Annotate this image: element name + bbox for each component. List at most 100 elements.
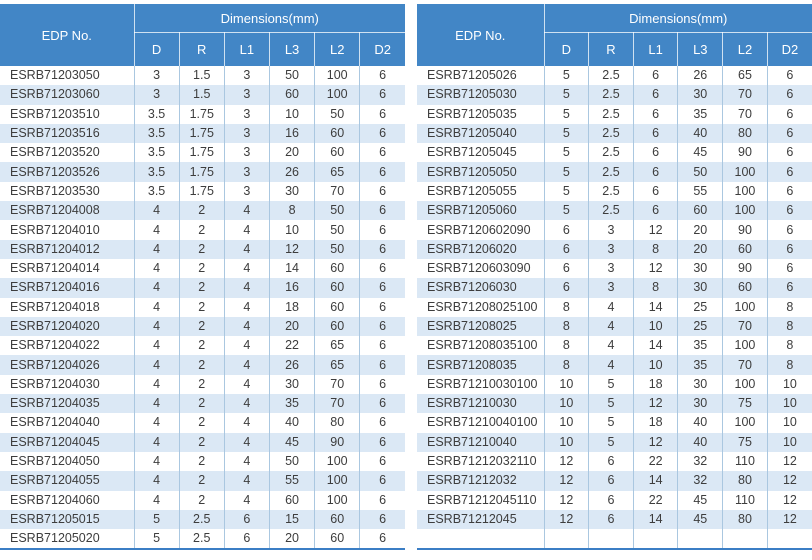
dim-cell: 90: [314, 432, 361, 452]
edp-cell: ESRB71208035: [417, 355, 545, 375]
table-body: ESRB71203050 3 1.5 3 50 100 6 ESRB71203060 3 1.5 3…: [0, 66, 405, 550]
dim-cell: 6: [379, 319, 387, 333]
dim-cell: 6: [224, 529, 270, 550]
dim-cell: 6: [379, 68, 387, 83]
dim-cell: 10: [633, 355, 679, 375]
dim-cell: 5: [134, 529, 180, 550]
edp-cell: ESRB71205050: [417, 162, 545, 182]
table-row: ESRB71204010 4 2 4 10 50 6: [0, 220, 405, 240]
dim-cell: 3: [588, 258, 634, 279]
dim-cell: 65: [314, 355, 361, 375]
dim-cell: 4: [134, 413, 180, 433]
dim-cell: 70: [722, 104, 768, 124]
dim-cell: 10: [544, 374, 590, 395]
dim-cell: 60: [314, 258, 361, 279]
dim-cell: 6: [588, 509, 634, 530]
spec-table-right: EDP No. Dimensions(mm) D R L1 L3 L2 D2 E…: [417, 4, 812, 551]
edp-cell: ESRB71205055: [417, 181, 545, 202]
dim-cell: 6: [544, 220, 590, 240]
dim-cell: 4: [134, 201, 180, 221]
dim-cell: 110: [722, 451, 768, 472]
dim-cell: 12: [544, 490, 590, 510]
dim-cell: 2.5: [588, 85, 634, 105]
dim-cell: 5: [588, 413, 634, 433]
dim-cell: 10: [782, 376, 797, 391]
dim-cell: 3: [224, 123, 270, 144]
dim-cell: 12: [633, 394, 679, 414]
table-row: ESRB71206020 6 3 8 20 60 6: [417, 239, 812, 259]
dim-cell: 5: [134, 509, 180, 530]
dim-cell: 4: [224, 374, 270, 395]
table-body: ESRB71205026 5 2.5 6 26 65 6 ESRB71205030 5 2.5 6 3…: [417, 66, 812, 550]
dim-cell: 50: [677, 162, 724, 182]
col-header-d: D: [134, 32, 180, 66]
dim-cell: [722, 529, 768, 550]
table-row: ESRB71204040 4 2 4 40 80 6: [0, 413, 405, 433]
dim-cell: 8: [786, 357, 794, 372]
dim-cell: 4: [224, 201, 270, 221]
table-row: ESRB71205020 5 2.5 6 20 60 6: [0, 529, 405, 550]
dim-cell: 4: [134, 451, 180, 472]
table-row: ESRB71203060 3 1.5 3 60 100 6: [0, 85, 405, 105]
dim-cell: 1.75: [179, 104, 225, 124]
dim-cell: 12: [269, 239, 316, 259]
dim-cell: 2: [179, 490, 225, 510]
dim-cell: 40: [677, 432, 724, 452]
table-row: ESRB71205055 5 2.5 6 55 100 6: [417, 181, 812, 202]
col-header-d2: D2: [767, 32, 812, 66]
dim-cell: 3.5: [134, 123, 180, 144]
dim-cell: 12: [544, 471, 590, 491]
table-row: ESRB71210030100 10 5 18 30 100 10: [417, 374, 812, 395]
dim-cell: 6: [379, 145, 387, 160]
dim-cell: 4: [224, 297, 270, 317]
table-row: ESRB71208025100 8 4 14 25 100 8: [417, 297, 812, 317]
dim-cell: 8: [633, 239, 679, 259]
dim-cell: 70: [722, 316, 768, 337]
dim-cell: 3: [588, 220, 634, 240]
dim-cell: 80: [722, 123, 768, 144]
dim-cell: 2: [179, 355, 225, 375]
dim-cell: 4: [134, 316, 180, 337]
dim-cell: 3.5: [134, 181, 180, 202]
dim-cell: 100: [314, 66, 361, 86]
spec-table-left: EDP No. Dimensions(mm) D R L1 L3 L2 D2 E…: [0, 4, 405, 551]
dim-cell: 6: [379, 531, 387, 546]
dim-cell: 6: [379, 299, 387, 314]
dim-cell: 3: [224, 181, 270, 202]
dim-cell: [677, 529, 724, 550]
dim-cell: 6: [544, 239, 590, 259]
edp-cell: ESRB7120602090: [417, 220, 545, 240]
table-row: ESRB71206030 6 3 8 30 60 6: [417, 278, 812, 298]
dim-cell: 4: [224, 490, 270, 510]
dim-cell: 6: [786, 241, 794, 256]
dim-cell: 2: [179, 471, 225, 491]
edp-cell: ESRB71203050: [0, 66, 135, 86]
dim-cell: 100: [722, 181, 768, 202]
dim-cell: 2: [179, 316, 225, 337]
dim-cell: 22: [269, 336, 316, 356]
dim-cell: 35: [677, 336, 724, 356]
dim-cell: 2: [179, 336, 225, 356]
table-row: ESRB71203520 3.5 1.75 3 20 60 6: [0, 143, 405, 163]
dim-cell: 6: [633, 201, 679, 221]
edp-cell: ESRB71208035100: [417, 336, 545, 356]
dim-cell: 14: [633, 297, 679, 317]
dim-cell: 2.5: [179, 509, 225, 530]
edp-cell: ESRB71206030: [417, 278, 545, 298]
dim-cell: 35: [677, 355, 724, 375]
dim-cell: 40: [677, 123, 724, 144]
dim-cell: 60: [269, 85, 316, 105]
edp-cell: ESRB71205015: [0, 509, 135, 530]
dim-cell: 6: [786, 106, 794, 121]
dim-cell: 3.5: [134, 162, 180, 182]
dim-cell: 6: [379, 87, 387, 102]
edp-cell: ESRB71205020: [0, 529, 135, 550]
dim-cell: 14: [633, 509, 679, 530]
edp-cell: ESRB71212032: [417, 471, 545, 491]
dim-cell: 15: [269, 509, 316, 530]
dim-cell: 60: [722, 239, 768, 259]
dim-cell: 8: [544, 355, 590, 375]
edp-cell: ESRB71204045: [0, 432, 135, 452]
dim-cell: 6: [633, 66, 679, 86]
dim-cell: 65: [314, 336, 361, 356]
